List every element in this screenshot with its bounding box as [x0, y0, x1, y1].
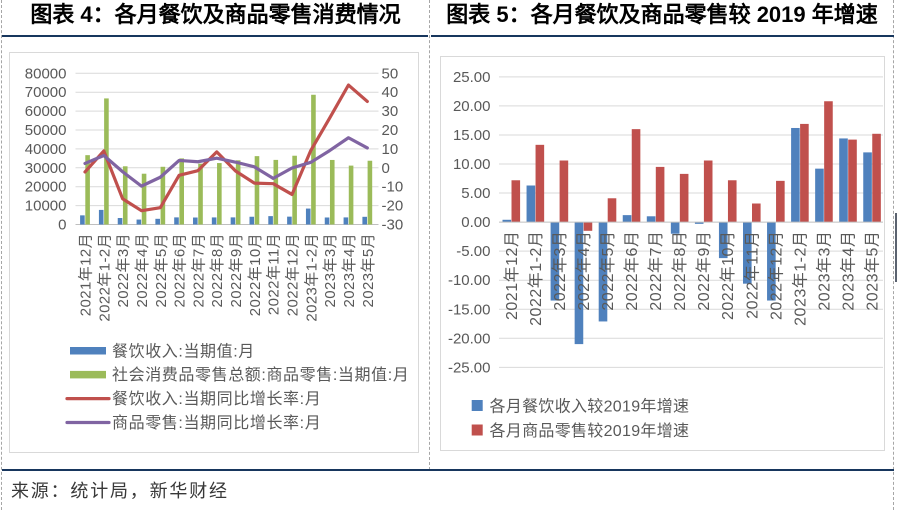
svg-text:2023年4月: 2023年4月 [840, 231, 858, 311]
svg-text:70000: 70000 [25, 84, 67, 101]
svg-text:2022年6月: 2022年6月 [172, 233, 189, 308]
svg-text:2022年12月: 2022年12月 [285, 233, 302, 316]
svg-text:2022年5月: 2022年5月 [599, 231, 617, 311]
svg-text:各月餐饮收入较2019年增速: 各月餐饮收入较2019年增速 [490, 398, 690, 416]
svg-text:餐饮收入:当期同比增长率:月: 餐饮收入:当期同比增长率:月 [112, 390, 321, 408]
svg-text:25.00: 25.00 [453, 69, 491, 86]
svg-text:-20.00: -20.00 [448, 330, 491, 347]
svg-text:80000: 80000 [25, 65, 67, 82]
svg-text:2023年4月: 2023年4月 [341, 233, 358, 308]
svg-text:-20: -20 [382, 198, 404, 215]
svg-text:50000: 50000 [25, 122, 67, 139]
svg-text:10000: 10000 [25, 198, 67, 215]
svg-text:2021年12月: 2021年12月 [503, 231, 521, 320]
svg-text:20.00: 20.00 [453, 98, 491, 115]
svg-text:-30: -30 [382, 217, 404, 234]
svg-text:餐饮收入:当期值:月: 餐饮收入:当期值:月 [112, 342, 255, 360]
svg-text:2021年12月: 2021年12月 [78, 233, 95, 316]
svg-text:0: 0 [382, 160, 390, 177]
svg-text:2023年3月: 2023年3月 [322, 233, 339, 308]
svg-text:2023年1-2月: 2023年1-2月 [791, 231, 809, 326]
svg-text:各月商品零售较2019年增速: 各月商品零售较2019年增速 [490, 422, 690, 440]
svg-text:2023年1-2月: 2023年1-2月 [303, 233, 320, 322]
svg-text:0.00: 0.00 [461, 214, 490, 231]
svg-text:2023年5月: 2023年5月 [360, 233, 377, 308]
svg-text:社会消费品零售总额:商品零售:当期值:月: 社会消费品零售总额:商品零售:当期值:月 [112, 366, 409, 384]
svg-text:5.00: 5.00 [461, 185, 490, 202]
svg-text:2022年8月: 2022年8月 [209, 233, 226, 308]
svg-text:60000: 60000 [25, 103, 67, 120]
svg-text:15.00: 15.00 [453, 127, 491, 144]
svg-text:2022年10月: 2022年10月 [247, 233, 264, 316]
svg-text:30000: 30000 [25, 160, 67, 177]
svg-text:2022年7月: 2022年7月 [190, 233, 207, 308]
svg-text:2022年9月: 2022年9月 [228, 233, 245, 308]
svg-text:2022年10月: 2022年10月 [719, 231, 737, 320]
svg-text:-5.00: -5.00 [456, 243, 490, 260]
svg-text:20: 20 [382, 122, 399, 139]
svg-text:10.00: 10.00 [453, 156, 491, 173]
svg-text:2022年4月: 2022年4月 [575, 231, 593, 311]
svg-text:2022年11月: 2022年11月 [743, 231, 761, 319]
svg-text:2023年3月: 2023年3月 [815, 231, 833, 311]
svg-text:2022年3月: 2022年3月 [115, 233, 132, 308]
svg-text:2022年12月: 2022年12月 [767, 231, 785, 320]
svg-text:-10: -10 [382, 179, 404, 196]
svg-text:2022年8月: 2022年8月 [671, 231, 689, 311]
svg-text:40000: 40000 [25, 141, 67, 158]
svg-text:2022年1-2月: 2022年1-2月 [96, 233, 113, 322]
svg-text:2022年9月: 2022年9月 [695, 231, 713, 311]
svg-text:2022年5月: 2022年5月 [153, 233, 170, 308]
svg-text:2023年5月: 2023年5月 [864, 231, 882, 311]
svg-text:20000: 20000 [25, 179, 67, 196]
svg-text:-25.00: -25.00 [448, 359, 491, 376]
svg-text:2022年4月: 2022年4月 [134, 233, 151, 308]
svg-text:2022年11月: 2022年11月 [266, 233, 283, 315]
svg-text:10: 10 [382, 141, 399, 158]
svg-text:50: 50 [382, 65, 399, 82]
svg-text:-15.00: -15.00 [448, 301, 491, 318]
svg-text:商品零售:当期同比增长率:月: 商品零售:当期同比增长率:月 [112, 414, 321, 432]
svg-text:30: 30 [382, 103, 399, 120]
svg-text:-10.00: -10.00 [448, 272, 491, 289]
svg-text:0: 0 [58, 217, 66, 234]
svg-text:2022年3月: 2022年3月 [551, 231, 569, 311]
svg-text:2022年1-2月: 2022年1-2月 [527, 231, 545, 326]
svg-text:2022年7月: 2022年7月 [647, 231, 665, 311]
svg-text:40: 40 [382, 84, 399, 101]
svg-text:2022年6月: 2022年6月 [623, 231, 641, 311]
